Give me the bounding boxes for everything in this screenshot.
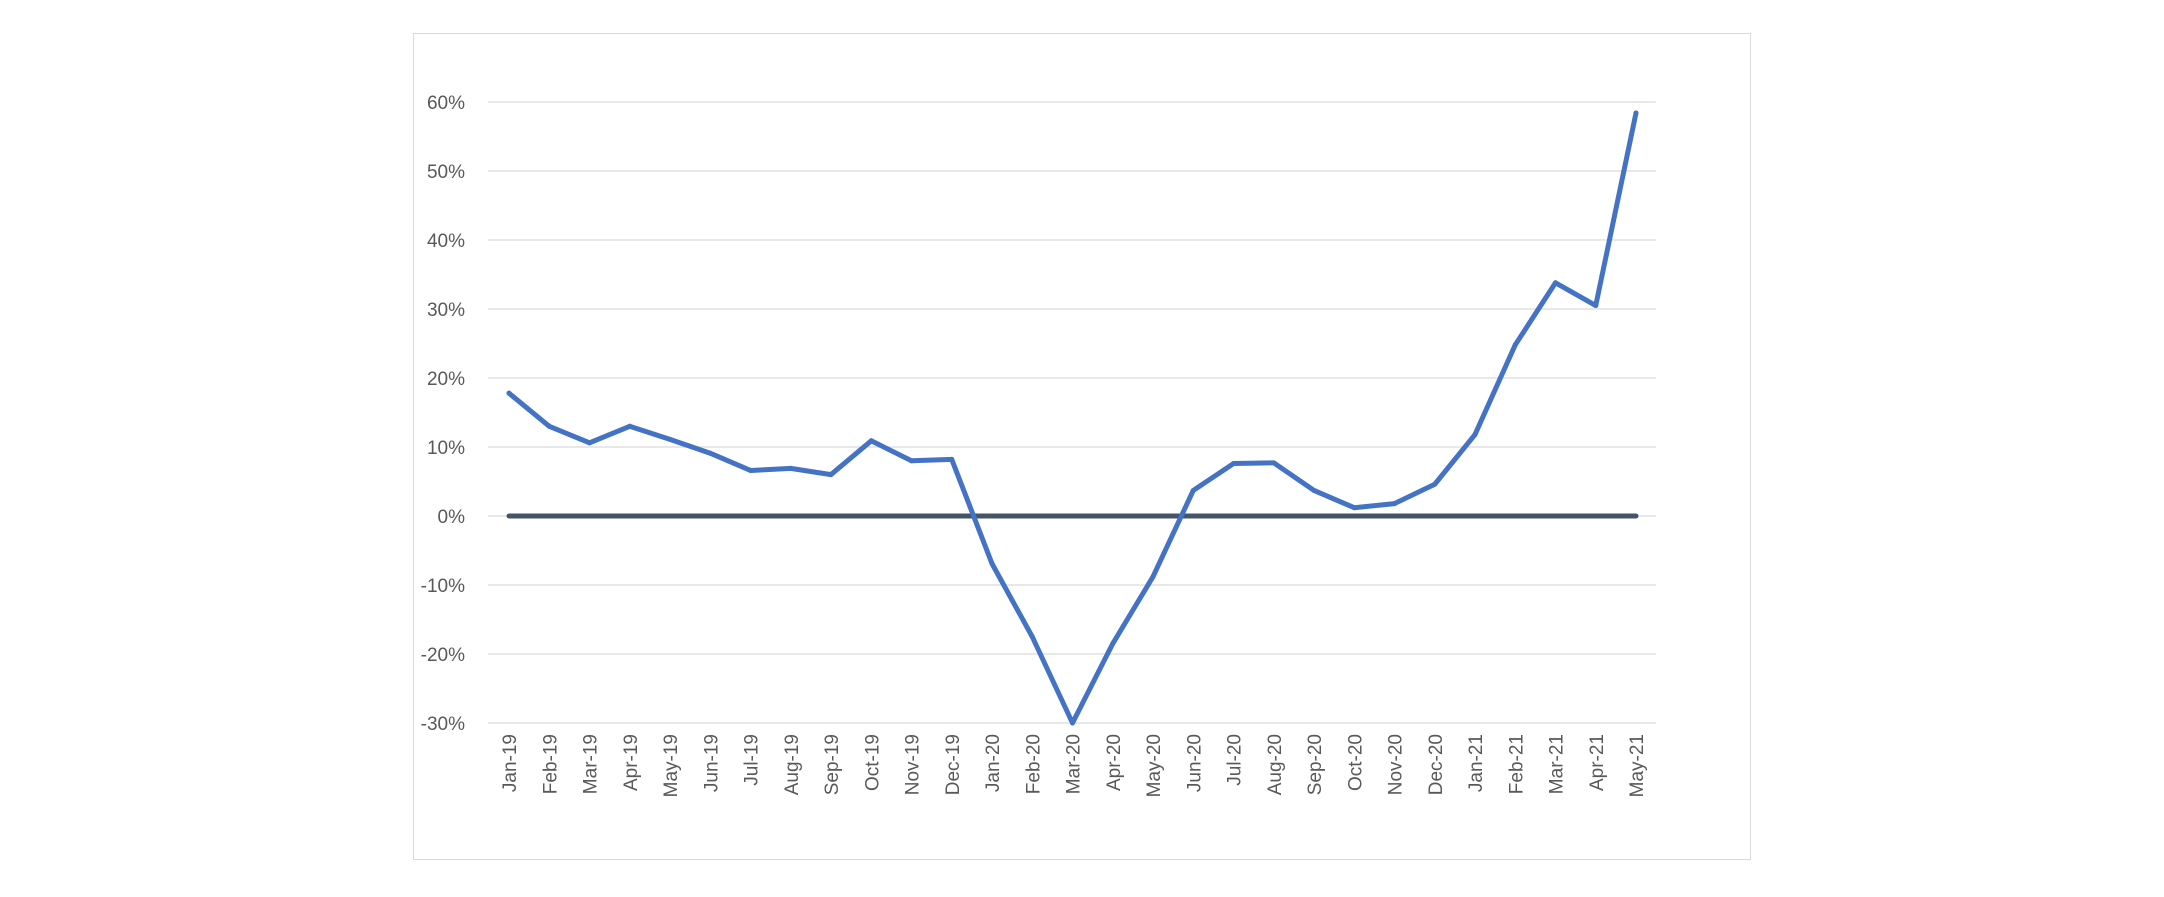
x-tick-label: Jul-20: [1225, 734, 1246, 786]
x-tick-label: Oct-19: [862, 734, 883, 791]
data-point: [1231, 461, 1236, 467]
x-tick-label: Jun-19: [701, 734, 722, 792]
x-tick-label: Jul-19: [742, 734, 763, 786]
data-point: [1351, 505, 1357, 511]
x-tick-label: Jan-21: [1466, 734, 1487, 792]
x-tick-label: Nov-20: [1386, 734, 1407, 795]
data-point: [788, 465, 794, 471]
data-point: [868, 438, 874, 444]
x-tick-label: May-19: [661, 734, 682, 797]
data-point: [1593, 303, 1599, 309]
y-tick-label: 40%: [427, 231, 465, 252]
y-tick-label: 60%: [427, 93, 465, 114]
x-tick-label: Aug-20: [1265, 734, 1286, 795]
x-tick-label: Dec-19: [943, 734, 964, 795]
x-tick-label: Jan-20: [983, 734, 1004, 792]
data-point: [707, 450, 713, 456]
data-point: [748, 467, 753, 473]
x-tick-label: Sep-19: [822, 734, 843, 795]
x-tick-label: May-20: [1144, 734, 1165, 797]
x-tick-label: Mar-20: [1064, 734, 1085, 794]
series-lines: [506, 110, 1639, 726]
y-tick-label: -10%: [421, 576, 465, 597]
gridlines: [488, 101, 1656, 724]
data-point: [1029, 634, 1035, 640]
y-axis-tick-labels: -30% -20% -10% 0% 10% 20% 30% 40% 50% 60%: [421, 93, 465, 735]
data-point: [627, 423, 633, 429]
data-point: [1432, 481, 1438, 487]
data-point: [1150, 574, 1156, 580]
y-tick-label: 30%: [427, 300, 465, 321]
y-tick-label: 20%: [427, 369, 465, 390]
x-tick-label: Mar-19: [581, 734, 602, 794]
x-tick-label: Feb-20: [1023, 734, 1044, 794]
data-point: [1110, 641, 1116, 647]
x-tick-label: May-21: [1627, 734, 1648, 797]
series-line: [506, 110, 1639, 726]
data-point: [949, 456, 955, 462]
x-tick-label: Jan-19: [500, 734, 521, 792]
data-point: [546, 423, 552, 429]
x-tick-label: Apr-19: [621, 734, 642, 791]
data-point: [587, 440, 592, 446]
data-point: [1553, 280, 1558, 286]
y-tick-label: 10%: [427, 438, 465, 459]
data-point: [828, 472, 834, 478]
data-point: [667, 436, 673, 442]
x-axis-tick-labels: Jan-19 Feb-19 Mar-19 Apr-19 May-19 Jun-19 Jul-…: [500, 734, 1648, 797]
x-tick-label: Dec-20: [1426, 734, 1447, 795]
data-point: [1633, 110, 1639, 116]
x-tick-label: Oct-20: [1345, 734, 1366, 791]
x-tick-label: Apr-21: [1587, 734, 1608, 791]
x-tick-label: Jun-20: [1184, 734, 1205, 792]
data-point: [1512, 342, 1518, 348]
data-point: [1392, 501, 1397, 507]
y-tick-label: -20%: [421, 645, 465, 666]
x-tick-label: Apr-20: [1104, 734, 1125, 791]
y-tick-label: 50%: [427, 162, 465, 183]
data-point: [1472, 432, 1478, 438]
data-point: [909, 458, 914, 464]
y-tick-label: 0%: [438, 507, 466, 528]
data-point: [506, 390, 512, 396]
data-point: [1070, 720, 1075, 726]
x-tick-label: Feb-19: [540, 734, 561, 794]
x-tick-label: Feb-21: [1506, 734, 1527, 794]
x-tick-label: Sep-20: [1305, 734, 1326, 795]
data-point: [1190, 487, 1196, 493]
x-tick-label: Mar-21: [1547, 734, 1568, 794]
y-tick-label: -30%: [421, 714, 465, 735]
x-tick-label: Nov-19: [903, 734, 924, 795]
data-point: [989, 561, 995, 567]
data-point: [1271, 460, 1277, 466]
x-tick-label: Aug-19: [782, 734, 803, 795]
data-point: [1311, 487, 1317, 493]
